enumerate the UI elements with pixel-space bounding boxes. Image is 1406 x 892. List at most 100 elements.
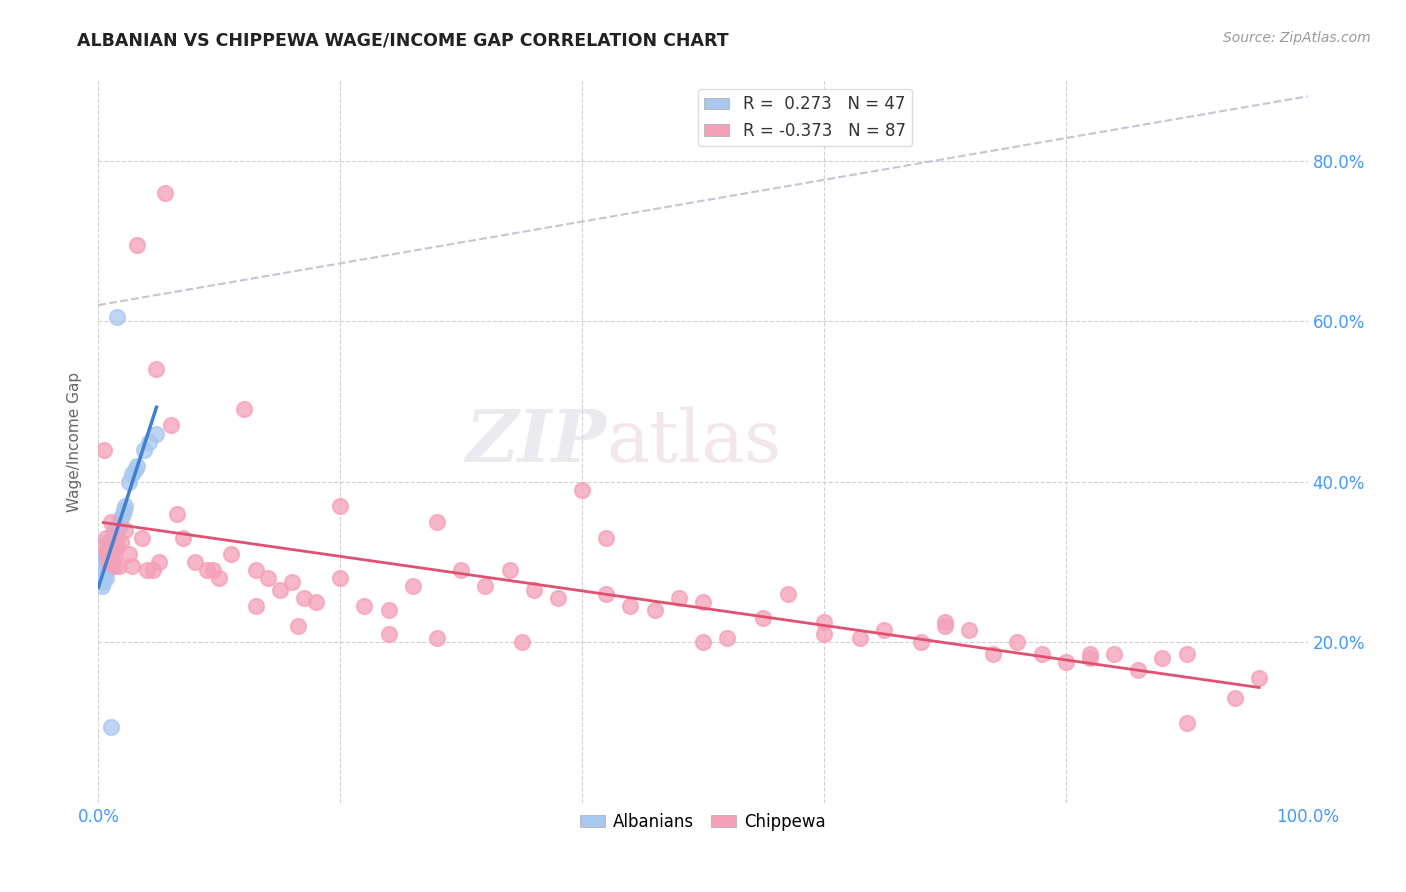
Point bbox=[101, 526, 124, 541]
Point bbox=[498, 563, 520, 577]
Point bbox=[94, 547, 117, 561]
Point bbox=[103, 547, 125, 561]
Point bbox=[94, 571, 117, 585]
Point bbox=[305, 595, 328, 609]
Point bbox=[105, 539, 128, 553]
Point bbox=[105, 523, 128, 537]
Point bbox=[127, 458, 149, 473]
Point bbox=[97, 547, 120, 561]
Legend: Albanians, Chippewa: Albanians, Chippewa bbox=[574, 806, 832, 838]
Point bbox=[98, 547, 121, 561]
Point bbox=[1175, 648, 1198, 662]
Point bbox=[1102, 648, 1125, 662]
Point bbox=[91, 539, 114, 553]
Point bbox=[96, 550, 118, 566]
Point bbox=[644, 603, 666, 617]
Point bbox=[110, 510, 132, 524]
Point bbox=[1175, 715, 1198, 730]
Point bbox=[752, 611, 775, 625]
Point bbox=[221, 547, 243, 561]
Point bbox=[124, 462, 146, 476]
Point bbox=[1128, 664, 1150, 678]
Point bbox=[100, 547, 122, 561]
Point bbox=[166, 507, 188, 521]
Point bbox=[121, 467, 143, 481]
Point bbox=[93, 555, 115, 569]
Point bbox=[245, 563, 267, 577]
Point bbox=[131, 531, 153, 545]
Point bbox=[112, 502, 135, 516]
Point bbox=[426, 632, 449, 646]
Point bbox=[195, 563, 218, 577]
Point bbox=[571, 483, 593, 497]
Point bbox=[94, 531, 117, 545]
Point bbox=[108, 518, 131, 533]
Point bbox=[90, 571, 112, 585]
Point bbox=[91, 567, 114, 582]
Point bbox=[101, 539, 124, 553]
Point bbox=[692, 635, 714, 649]
Point bbox=[813, 627, 835, 641]
Point bbox=[96, 542, 118, 557]
Point bbox=[100, 555, 122, 569]
Point bbox=[1152, 651, 1174, 665]
Point bbox=[287, 619, 309, 633]
Point bbox=[1249, 671, 1271, 685]
Point bbox=[114, 499, 136, 513]
Point bbox=[100, 531, 122, 545]
Point bbox=[105, 531, 128, 545]
Point bbox=[118, 547, 141, 561]
Point bbox=[94, 558, 117, 574]
Point bbox=[108, 558, 131, 574]
Point bbox=[111, 507, 134, 521]
Point bbox=[91, 563, 114, 577]
Point bbox=[96, 563, 118, 577]
Text: ZIP: ZIP bbox=[465, 406, 606, 477]
Point bbox=[118, 475, 141, 489]
Point bbox=[98, 547, 121, 561]
Point bbox=[716, 632, 738, 646]
Point bbox=[256, 571, 278, 585]
Point bbox=[981, 648, 1004, 662]
Point bbox=[184, 555, 207, 569]
Point bbox=[353, 599, 375, 614]
Point bbox=[619, 599, 641, 614]
Point bbox=[595, 531, 617, 545]
Point bbox=[329, 571, 352, 585]
Point bbox=[127, 237, 149, 252]
Point bbox=[110, 534, 132, 549]
Point bbox=[145, 426, 167, 441]
Point bbox=[91, 574, 114, 589]
Point bbox=[450, 563, 472, 577]
Point bbox=[934, 619, 956, 633]
Point bbox=[107, 518, 129, 533]
Point bbox=[138, 434, 160, 449]
Point bbox=[98, 558, 121, 574]
Point bbox=[134, 442, 156, 457]
Point bbox=[377, 603, 399, 617]
Point bbox=[813, 615, 835, 630]
Point bbox=[145, 362, 167, 376]
Point bbox=[957, 623, 980, 637]
Point bbox=[100, 558, 122, 574]
Point bbox=[910, 635, 932, 649]
Point bbox=[153, 186, 176, 200]
Point bbox=[1007, 635, 1029, 649]
Point bbox=[474, 579, 496, 593]
Point bbox=[91, 579, 114, 593]
Point bbox=[96, 547, 118, 561]
Y-axis label: Wage/Income Gap: Wage/Income Gap bbox=[67, 371, 83, 512]
Point bbox=[776, 587, 799, 601]
Point bbox=[135, 563, 157, 577]
Point bbox=[1078, 651, 1101, 665]
Point bbox=[114, 523, 136, 537]
Point bbox=[292, 591, 315, 605]
Point bbox=[692, 595, 714, 609]
Point bbox=[232, 402, 254, 417]
Point bbox=[100, 719, 122, 733]
Point bbox=[595, 587, 617, 601]
Point bbox=[1054, 655, 1077, 669]
Point bbox=[426, 515, 449, 529]
Point bbox=[245, 599, 267, 614]
Point bbox=[849, 632, 872, 646]
